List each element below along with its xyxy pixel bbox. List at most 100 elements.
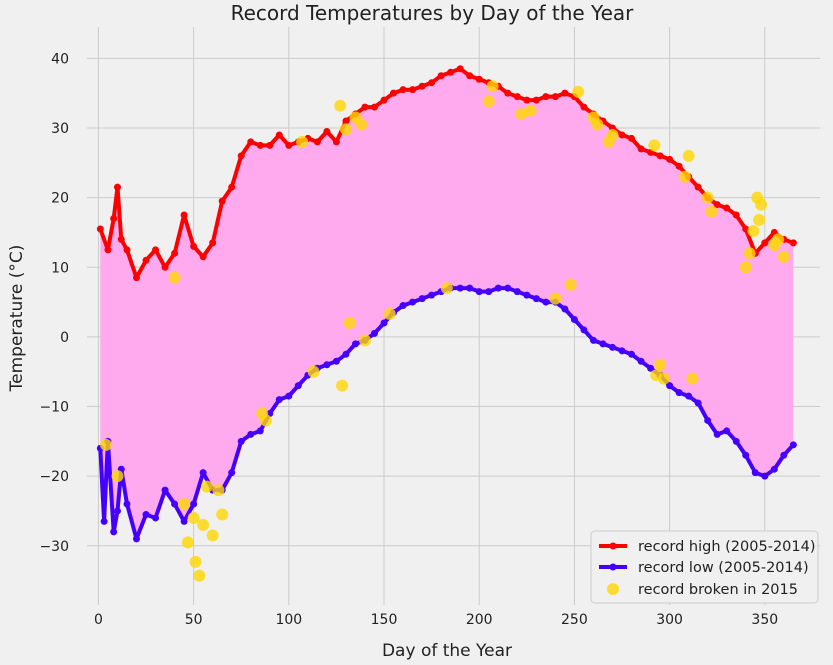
data-point-record-high [666, 155, 674, 163]
data-point-record-low [599, 340, 607, 348]
data-point-record-low [323, 361, 331, 369]
data-point-record-low [713, 430, 721, 438]
data-point-record-low [608, 343, 616, 351]
record-broken-point [657, 372, 670, 385]
data-point-record-low [666, 382, 674, 390]
record-broken-point [168, 271, 181, 284]
x-tick-label: 200 [466, 612, 493, 628]
data-point-record-low [428, 291, 436, 299]
record-broken-point [591, 118, 604, 131]
record-broken-point [200, 480, 213, 493]
record-broken-point [178, 498, 191, 511]
record-broken-point [524, 104, 537, 117]
data-point-record-low [342, 350, 350, 358]
record-broken-point [701, 191, 714, 204]
y-tick-label: 20 [51, 191, 69, 207]
data-point-record-high [428, 79, 436, 87]
data-point-record-low [761, 472, 769, 480]
data-point-record-high [713, 201, 721, 209]
data-point-record-high [228, 183, 236, 191]
record-broken-point [336, 379, 349, 392]
data-point-record-high [542, 93, 550, 101]
data-point-record-low [351, 340, 359, 348]
data-point-record-low [256, 427, 264, 435]
record-broken-point [216, 508, 229, 521]
data-point-record-low [332, 357, 340, 365]
data-point-record-high [466, 72, 474, 80]
data-point-record-high [142, 256, 150, 264]
series-line-record-high [98, 66, 794, 280]
y-tick-label: 10 [51, 260, 69, 276]
data-point-record-high [180, 211, 188, 219]
data-point-record-high [190, 242, 198, 250]
data-point-record-high [551, 93, 559, 101]
record-broken-point [486, 80, 499, 93]
y-tick-label: 30 [51, 121, 69, 137]
data-point-record-low [789, 441, 797, 449]
chart-title: Record Temperatures by Day of the Year [231, 1, 635, 25]
data-point-record-high [275, 131, 283, 139]
data-point-record-low [485, 288, 493, 296]
record-broken-point [193, 569, 206, 582]
data-point-record-low [751, 469, 759, 477]
record-broken-point [296, 135, 309, 148]
data-point-record-high [113, 183, 121, 191]
data-point-record-high [323, 127, 331, 135]
data-point-record-high [285, 141, 293, 149]
legend-marker-record-broken [607, 583, 619, 595]
record-broken-point [743, 247, 756, 260]
data-point-record-high [104, 246, 112, 254]
record-broken-point [682, 149, 695, 162]
record-broken-point [678, 170, 691, 183]
x-axis-label: Day of the Year [382, 641, 512, 661]
legend-label-record-high: record high (2005-2014) [638, 539, 816, 555]
data-point-record-low [123, 500, 131, 508]
data-point-record-high [133, 274, 141, 282]
data-point-record-low [237, 437, 245, 445]
data-point-record-high [637, 145, 645, 153]
record-broken-point [515, 108, 528, 121]
data-point-record-low [275, 396, 283, 404]
data-point-record-high [313, 138, 321, 146]
data-point-record-low [532, 295, 540, 303]
x-tick-label: 350 [751, 612, 778, 628]
data-point-record-low [190, 500, 198, 508]
data-point-record-low [494, 284, 502, 292]
data-point-record-high [789, 239, 797, 247]
record-broken-point [307, 365, 320, 378]
data-point-record-low [399, 302, 407, 310]
data-point-record-high [475, 75, 483, 83]
data-point-record-high [447, 68, 455, 76]
data-point-record-low [570, 315, 578, 323]
data-point-record-high [618, 131, 626, 139]
data-point-record-low [180, 517, 188, 525]
y-tick-label: −30 [39, 539, 69, 555]
data-point-record-low [637, 357, 645, 365]
data-point-record-low [589, 336, 597, 344]
record-broken-point [777, 250, 790, 263]
data-point-record-low [694, 399, 702, 407]
data-point-record-high [399, 86, 407, 94]
data-point-record-low [228, 469, 236, 477]
data-point-record-low [780, 451, 788, 459]
data-point-record-high [266, 141, 274, 149]
data-point-record-high [117, 235, 125, 243]
legend-box [590, 530, 819, 604]
data-point-record-high [123, 246, 131, 254]
data-point-record-low [100, 517, 108, 525]
data-point-record-low [418, 295, 426, 303]
record-broken-point [339, 123, 352, 136]
data-point-record-low [199, 469, 207, 477]
data-point-record-high [513, 93, 521, 101]
record-broken-point [212, 484, 225, 497]
data-point-record-high [247, 138, 255, 146]
data-point-record-high [237, 152, 245, 160]
record-broken-point [564, 278, 577, 291]
data-point-record-low [675, 389, 683, 397]
record-broken-point [206, 529, 219, 542]
record-broken-point [705, 205, 718, 218]
x-tick-label: 300 [656, 612, 683, 628]
data-point-record-low [685, 392, 693, 400]
data-point-record-low [133, 535, 141, 543]
data-point-record-high [218, 197, 226, 205]
